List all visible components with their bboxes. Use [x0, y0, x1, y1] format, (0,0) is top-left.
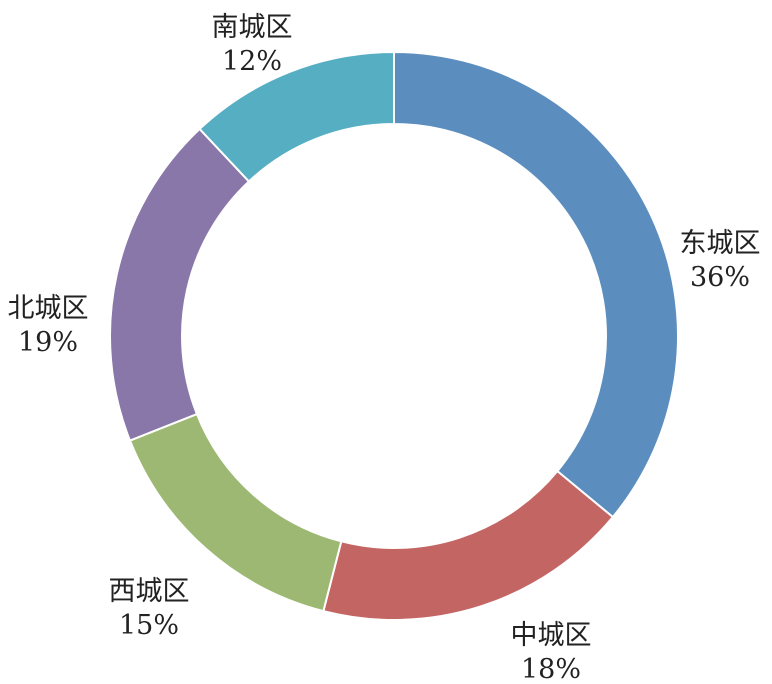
slice-name-label: 西城区 [109, 576, 190, 607]
slice-name-label: 东城区 [680, 228, 761, 259]
slice-percent-label: 12% [222, 46, 282, 77]
donut-slice-5 [198, 50, 395, 183]
donut-slice-1 [393, 50, 679, 519]
slice-name-label: 南城区 [212, 12, 293, 43]
slice-percent-label: 19% [18, 327, 78, 358]
donut-slice-2 [322, 469, 615, 621]
donut-slices [109, 50, 679, 621]
slice-percent-label: 36% [690, 262, 750, 293]
slice-percent-label: 18% [521, 654, 581, 684]
donut-slice-4 [109, 127, 251, 442]
slice-name-label: 北城区 [8, 293, 89, 324]
slice-name-label: 中城区 [511, 620, 592, 651]
slice-percent-label: 15% [119, 610, 179, 641]
